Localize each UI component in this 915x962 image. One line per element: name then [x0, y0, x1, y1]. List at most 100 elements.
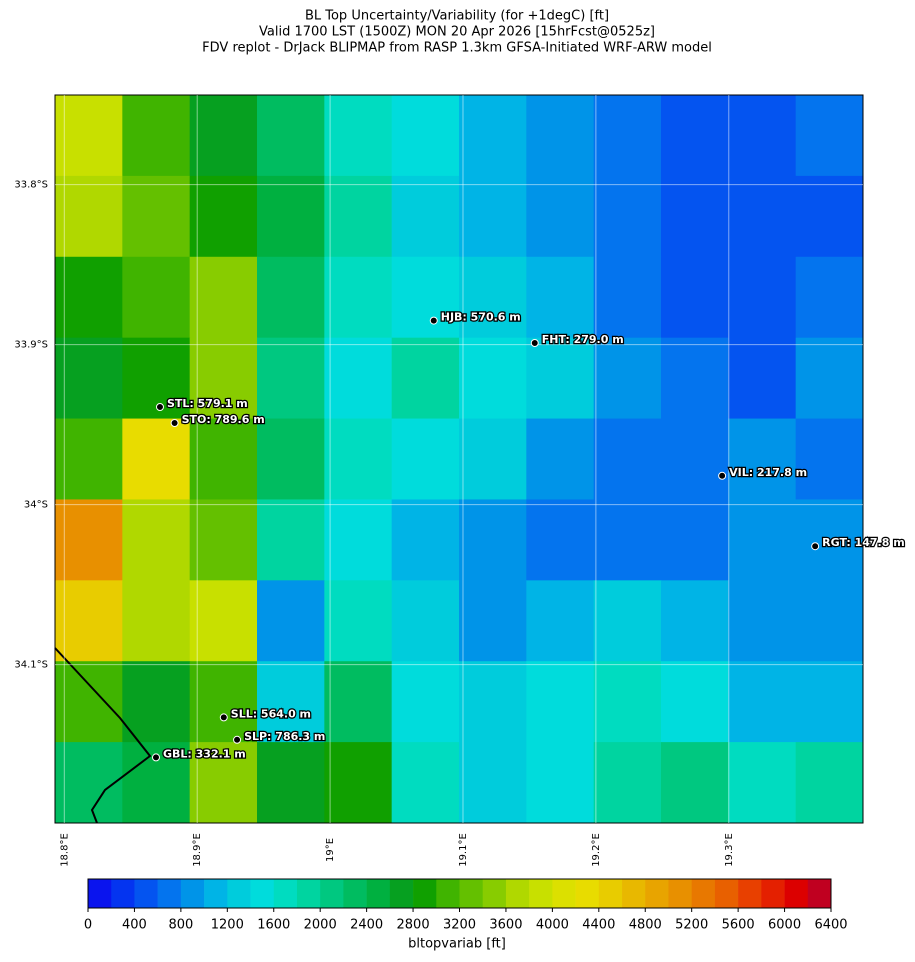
- x-tick-label: 18.9°E: [192, 833, 203, 867]
- map-frame: [54, 94, 864, 824]
- x-tick-label: 19.3°E: [724, 833, 735, 867]
- raster-cell: [526, 95, 595, 177]
- raster-cell: [795, 499, 864, 581]
- raster-cell: [257, 256, 325, 339]
- colorbar-bin: [459, 879, 484, 908]
- raster-cell: [728, 418, 797, 500]
- raster-cell: [189, 418, 258, 500]
- raster-cell: [795, 175, 864, 258]
- colorbar-bin: [529, 879, 553, 908]
- raster-cell: [593, 580, 662, 662]
- station-label: STL: 579.1 m: [167, 397, 248, 410]
- station-marker: [811, 542, 820, 551]
- colorbar-bin: [575, 879, 600, 908]
- raster-cell: [661, 337, 729, 420]
- raster-cell: [526, 499, 595, 581]
- title-line: Valid 1700 LST (1500Z) MON 20 Apr 2026 […: [259, 25, 655, 40]
- x-tick-label: 19.1°E: [458, 833, 469, 867]
- raster-cell: [122, 95, 191, 177]
- raster-cell: [391, 742, 460, 824]
- station-label: RGT: 147.8 m: [822, 536, 905, 549]
- colorbar-bin: [807, 879, 832, 908]
- colorbar-bin: [88, 879, 112, 908]
- colorbar-tick-label: 1200: [211, 918, 244, 933]
- station-marker: [429, 316, 438, 325]
- station-marker: [152, 753, 160, 762]
- raster-cell: [728, 337, 797, 420]
- raster-cell: [459, 580, 527, 662]
- station-label: SLL: 564.0 m: [231, 707, 311, 720]
- raster-cell: [257, 580, 325, 662]
- raster-cell: [391, 337, 460, 420]
- colorbar-tick-label: 2400: [350, 918, 383, 933]
- raster-cell: [257, 499, 325, 581]
- colorbar-label: bltopvariab [ft]: [408, 937, 506, 952]
- raster-cell: [324, 742, 393, 824]
- raster-cell: [661, 580, 729, 662]
- raster-cell: [55, 580, 123, 662]
- colorbar-bin: [622, 879, 646, 908]
- colorbar-tick-label: 2000: [304, 918, 337, 933]
- raster-cell: [257, 661, 325, 743]
- colorbar-bin: [204, 879, 228, 908]
- raster-cell: [189, 175, 258, 258]
- raster-cell: [795, 95, 864, 177]
- raster-cell: [324, 661, 393, 743]
- colorbar-bin: [157, 879, 182, 908]
- colorbar-tick-label: 4400: [582, 918, 615, 933]
- raster-cell: [391, 661, 460, 743]
- raster-cell: [391, 418, 460, 500]
- y-tick-label: 33.8°S: [14, 180, 48, 191]
- raster-cell: [122, 499, 191, 581]
- raster-cell: [459, 175, 527, 258]
- raster-cell: [55, 175, 123, 258]
- colorbar-bin: [668, 879, 692, 908]
- colorbar-bin: [645, 879, 669, 908]
- colorbar-bin: [180, 879, 205, 908]
- colorbar-bin: [761, 879, 785, 908]
- colorbar-bin: [320, 879, 344, 908]
- colorbar-tick-label: 4800: [629, 918, 662, 933]
- x-tick-label: 18.8°E: [59, 833, 70, 867]
- station-marker: [233, 735, 242, 744]
- raster-cell: [391, 175, 460, 258]
- raster-cell: [795, 337, 864, 420]
- raster-cell: [661, 95, 729, 177]
- y-tick-label: 34°S: [24, 500, 48, 511]
- x-tick-label: 19°E: [325, 838, 336, 862]
- raster-cell: [391, 580, 460, 662]
- colorbar-tick-label: 4000: [536, 918, 569, 933]
- colorbar-bin: [436, 879, 460, 908]
- raster-cell: [189, 337, 258, 420]
- raster-cell: [55, 337, 123, 420]
- raster-cell: [324, 337, 393, 420]
- title-line: BL Top Uncertainty/Variability (for +1de…: [305, 9, 609, 24]
- raster-cell: [257, 95, 325, 177]
- raster-cell: [55, 499, 123, 581]
- raster-cell: [795, 418, 864, 500]
- raster-cell: [593, 175, 662, 258]
- raster-cell: [526, 580, 595, 662]
- raster-cell: [728, 580, 797, 662]
- x-tick-label: 19.2°E: [591, 833, 602, 867]
- raster-cell: [189, 256, 258, 339]
- raster-cell: [526, 175, 595, 258]
- raster-cell: [526, 256, 595, 339]
- raster-cell: [459, 499, 527, 581]
- raster-cell: [526, 742, 595, 824]
- colorbar-tick-label: 0: [84, 918, 92, 933]
- station-label: FHT: 279.0 m: [542, 333, 624, 346]
- raster-cell: [661, 175, 729, 258]
- colorbar-tick-label: 6000: [768, 918, 801, 933]
- raster-cell: [728, 499, 797, 581]
- colorbar-bin: [343, 879, 367, 908]
- colorbar-tick-label: 1600: [257, 918, 290, 933]
- raster-cell: [189, 742, 258, 824]
- raster-cell: [257, 418, 325, 500]
- colorbar-tick-label: 5200: [675, 918, 708, 933]
- raster-cell: [55, 742, 123, 824]
- raster-cell: [122, 256, 191, 339]
- raster-cell: [728, 95, 797, 177]
- raster-cell: [324, 95, 393, 177]
